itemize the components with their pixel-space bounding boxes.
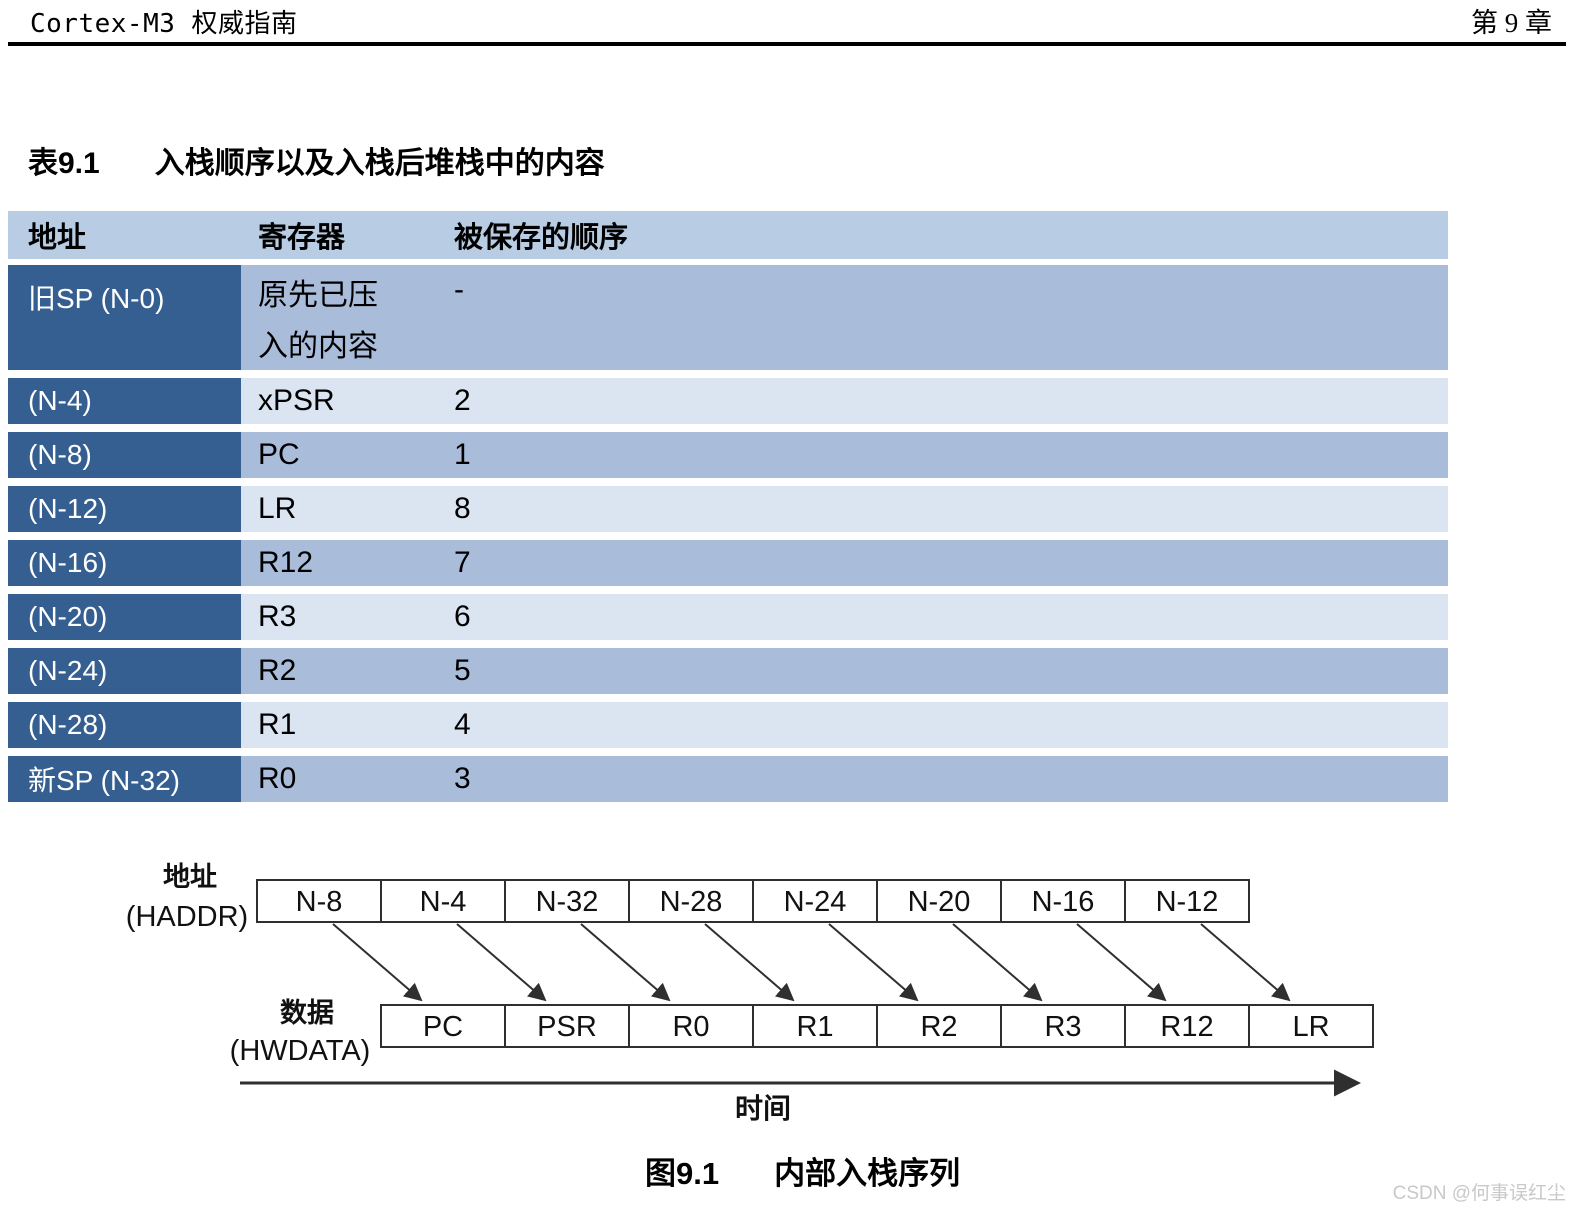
cell-address: 旧SP (N-0): [8, 265, 241, 370]
cell-order: 8: [437, 486, 1448, 532]
cell-address: (N-8): [8, 432, 241, 478]
svg-text:N-12: N-12: [1156, 886, 1219, 918]
cell-register: R1: [241, 702, 437, 748]
svg-text:R3: R3: [1044, 1011, 1081, 1043]
svg-text:N-16: N-16: [1032, 886, 1095, 918]
cell-address: (N-12): [8, 486, 241, 532]
cell-order: 3: [437, 756, 1448, 802]
table-title: 表9.1 入栈顺序以及入栈后堆栈中的内容: [28, 138, 605, 182]
cell-address: (N-28): [8, 702, 241, 748]
book-title: Cortex-M3 权威指南: [30, 9, 298, 39]
stacking-order-table: 地址 寄存器 被保存的顺序 旧SP (N-0) 原先已压 入的内容 - (N-4…: [8, 211, 1448, 802]
svg-text:R2: R2: [920, 1011, 957, 1043]
data-row-label: 数据: [280, 998, 334, 1028]
svg-text:N-4: N-4: [420, 886, 467, 918]
figure-caption: 图9.1 内部入栈序列: [645, 1148, 960, 1193]
pipeline-arrows: [332, 923, 1291, 1002]
address-row-sublabel: (HADDR): [126, 901, 248, 933]
cell-address: 新SP (N-32): [8, 756, 241, 802]
data-boxes: [380, 1004, 1374, 1048]
table-header-row: 地址 寄存器 被保存的顺序: [8, 211, 1448, 259]
cell-register: PC: [241, 432, 437, 478]
table-row: (N-20) R3 6: [8, 594, 1448, 640]
svg-text:R0: R0: [672, 1011, 709, 1043]
svg-text:PC: PC: [423, 1011, 463, 1043]
cell-register: LR: [241, 486, 437, 532]
table-title-text: 入栈顺序以及入栈后堆栈中的内容: [154, 147, 605, 180]
svg-text:N-8: N-8: [296, 886, 343, 918]
cell-address: (N-20): [8, 594, 241, 640]
stacking-sequence-diagram: 地址 (HADDR) 数据 (HWDATA) N-8 N-4 N-32 N-28…: [126, 862, 1374, 1124]
csdn-watermark: CSDN @何事误红尘: [1392, 1183, 1566, 1204]
cell-register: 原先已压 入的内容: [258, 279, 378, 363]
table-label: 表9.1: [28, 147, 100, 180]
cell-address: (N-16): [8, 540, 241, 586]
column-header-address: 地址: [28, 222, 87, 254]
cell-register: xPSR: [241, 378, 437, 424]
cell-order: 7: [437, 540, 1448, 586]
svg-text:R1: R1: [796, 1011, 833, 1043]
table-row: 新SP (N-32) R0 3: [8, 756, 1448, 802]
cell-address: (N-24): [8, 648, 241, 694]
address-row-label: 地址: [163, 862, 217, 892]
cell-register: R0: [241, 756, 437, 802]
cell-register: R12: [241, 540, 437, 586]
figure-title: 内部入栈序列: [774, 1156, 961, 1191]
address-boxes: [256, 879, 1250, 923]
column-header-order: 被保存的顺序: [454, 222, 629, 254]
svg-text:N-24: N-24: [784, 886, 847, 918]
svg-text:R12: R12: [1160, 1011, 1213, 1043]
page-running-header: Cortex-M3 权威指南 第 9 章: [8, 0, 1566, 46]
table-row: (N-12) LR 8: [8, 486, 1448, 532]
cell-order: 2: [437, 378, 1448, 424]
table-row: 旧SP (N-0) 原先已压 入的内容 -: [8, 265, 1448, 370]
cell-address: (N-4): [8, 378, 241, 424]
cell-order: -: [437, 265, 1448, 370]
chapter-number: 第 9 章: [1471, 8, 1552, 38]
address-box-labels: N-8 N-4 N-32 N-28 N-24 N-20 N-16 N-12: [296, 886, 1219, 918]
data-box-labels: PC PSR R0 R1 R2 R3 R12 LR: [423, 1011, 1330, 1043]
cell-order: 5: [437, 648, 1448, 694]
table-row: (N-16) R12 7: [8, 540, 1448, 586]
table-row: (N-24) R2 5: [8, 648, 1448, 694]
svg-text:LR: LR: [1292, 1011, 1329, 1043]
cell-order: 6: [437, 594, 1448, 640]
svg-text:N-28: N-28: [660, 886, 723, 918]
time-axis-label: 时间: [735, 1093, 791, 1124]
cell-order: 1: [437, 432, 1448, 478]
table-row: (N-4) xPSR 2: [8, 378, 1448, 424]
cell-register: R3: [241, 594, 437, 640]
cell-register: R2: [241, 648, 437, 694]
cell-order: 4: [437, 702, 1448, 748]
table-row: (N-28) R1 4: [8, 702, 1448, 748]
svg-text:N-32: N-32: [536, 886, 599, 918]
column-header-register: 寄存器: [258, 222, 346, 254]
figure-label: 图9.1: [645, 1156, 720, 1191]
svg-text:PSR: PSR: [537, 1011, 597, 1043]
table-row: (N-8) PC 1: [8, 432, 1448, 478]
svg-text:N-20: N-20: [908, 886, 971, 918]
data-row-sublabel: (HWDATA): [230, 1035, 371, 1067]
